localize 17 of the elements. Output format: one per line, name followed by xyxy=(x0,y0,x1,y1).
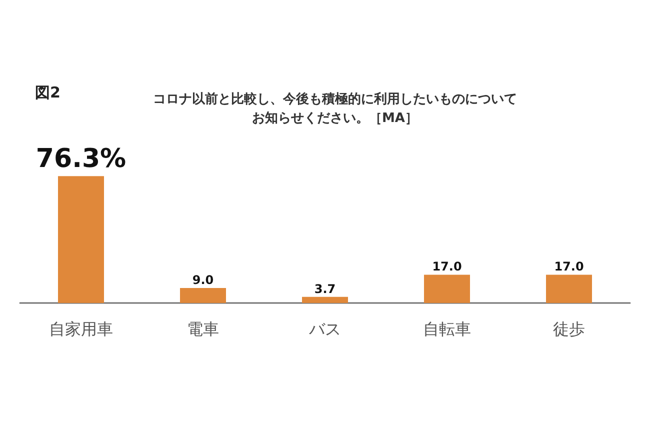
bar xyxy=(58,176,104,303)
chart-subtitle: コロナ以前と比較し、今後も積極的に利用したいものについてお知らせください。［MA］ xyxy=(153,91,517,126)
bar xyxy=(424,274,470,303)
data-label: 3.7 xyxy=(314,282,336,296)
chart-title: 図2 xyxy=(35,84,60,102)
x-tick-label: 自家用車 xyxy=(49,320,113,338)
data-label: 9.0 xyxy=(192,273,214,288)
data-label: 17.0 xyxy=(432,260,462,274)
x-tick-label: バス xyxy=(308,320,341,338)
x-tick-label: 徒歩 xyxy=(553,320,585,338)
data-label: 76.3% xyxy=(36,144,126,174)
bar xyxy=(302,296,348,303)
x-tick-label: 電車 xyxy=(187,320,219,338)
bar xyxy=(180,288,226,303)
x-tick-label: 自転車 xyxy=(423,320,471,338)
bar xyxy=(546,274,592,303)
data-label: 17.0 xyxy=(554,260,584,274)
